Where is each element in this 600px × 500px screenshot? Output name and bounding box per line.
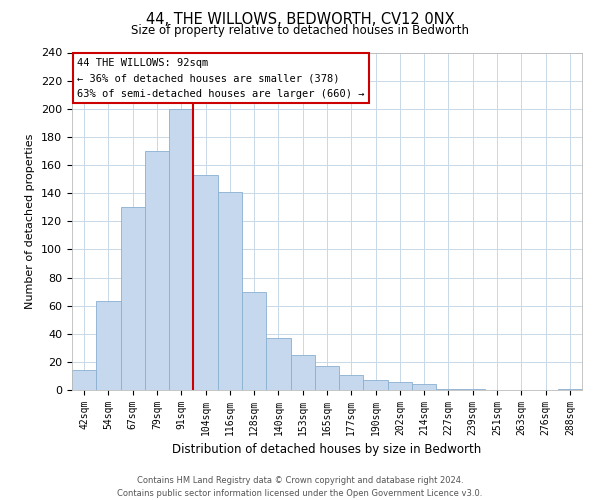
- Bar: [218, 192, 242, 390]
- Y-axis label: Number of detached properties: Number of detached properties: [25, 134, 35, 309]
- Bar: [121, 207, 145, 390]
- Text: Contains HM Land Registry data © Crown copyright and database right 2024.
Contai: Contains HM Land Registry data © Crown c…: [118, 476, 482, 498]
- Bar: [145, 151, 169, 390]
- Bar: [96, 302, 121, 390]
- Bar: [339, 374, 364, 390]
- Bar: [266, 338, 290, 390]
- Bar: [388, 382, 412, 390]
- Bar: [315, 366, 339, 390]
- Bar: [169, 109, 193, 390]
- Bar: [290, 355, 315, 390]
- Bar: [364, 380, 388, 390]
- Bar: [242, 292, 266, 390]
- Bar: [193, 175, 218, 390]
- Bar: [72, 370, 96, 390]
- Bar: [412, 384, 436, 390]
- Bar: [558, 388, 582, 390]
- Bar: [461, 388, 485, 390]
- Bar: [436, 388, 461, 390]
- Text: 44 THE WILLOWS: 92sqm
← 36% of detached houses are smaller (378)
63% of semi-det: 44 THE WILLOWS: 92sqm ← 36% of detached …: [77, 58, 365, 99]
- X-axis label: Distribution of detached houses by size in Bedworth: Distribution of detached houses by size …: [172, 444, 482, 456]
- Text: 44, THE WILLOWS, BEDWORTH, CV12 0NX: 44, THE WILLOWS, BEDWORTH, CV12 0NX: [146, 12, 454, 28]
- Text: Size of property relative to detached houses in Bedworth: Size of property relative to detached ho…: [131, 24, 469, 37]
